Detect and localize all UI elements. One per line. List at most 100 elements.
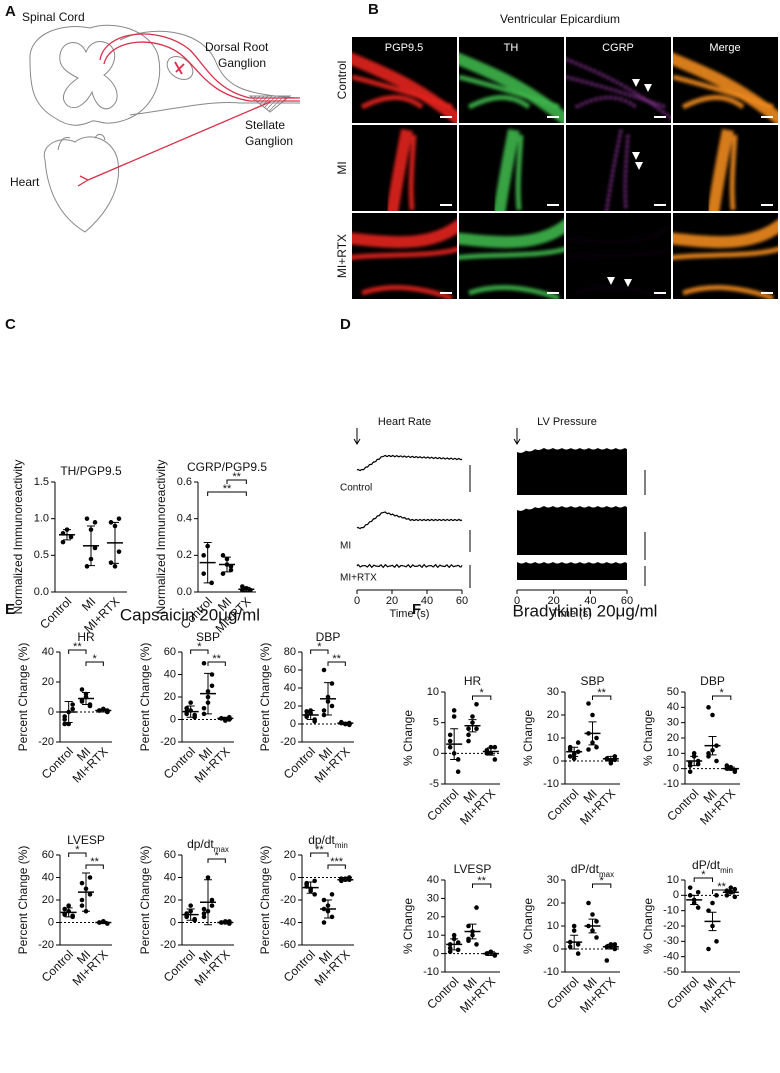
micrograph: [673, 125, 778, 211]
data-point: [590, 712, 595, 718]
data-point: [474, 905, 479, 910]
data-point: [451, 708, 457, 713]
y-tick-label: 10: [427, 929, 439, 941]
category-label: MI+RTX: [192, 744, 233, 785]
y-axis-label: Percent Change (%): [138, 643, 152, 752]
category-label: MI+RTX: [70, 744, 111, 785]
micrograph: CGRP: [566, 37, 671, 123]
y-tick-label: 10: [667, 874, 679, 886]
fibers: [673, 219, 778, 299]
data-point: [209, 903, 215, 908]
significance-label: *: [317, 641, 322, 653]
error-bar: [690, 894, 699, 906]
data-point: [84, 516, 90, 521]
data-point: [447, 732, 453, 738]
fiber: [459, 52, 564, 123]
error-bar: [99, 920, 108, 925]
y-tick-label: 30: [547, 686, 559, 698]
data-point: [474, 942, 479, 947]
data-point: [706, 705, 711, 710]
significance-bracket: [472, 883, 492, 888]
chart-title: LVESP: [454, 862, 492, 876]
y-tick-label: 0: [290, 718, 296, 730]
row-label: MI: [335, 161, 349, 174]
fiber: [468, 285, 560, 299]
y-tick-label: 40: [667, 701, 679, 713]
significance-bracket: [207, 491, 247, 496]
diagram-label: Spinal Cord: [22, 10, 85, 24]
significance-bracket: [693, 877, 713, 882]
error-bar: [468, 923, 477, 940]
fiber: [673, 74, 774, 110]
data-point: [687, 769, 693, 775]
data-point: [116, 549, 122, 554]
diagram-label: Ganglion: [218, 56, 266, 70]
y-tick-label: 40: [284, 682, 296, 694]
data-point: [329, 681, 335, 686]
data-point: [447, 738, 453, 744]
error-bar: [324, 682, 332, 716]
y-axis-label: % Change: [641, 898, 655, 954]
error-bar: [82, 692, 90, 705]
category-label: MI+RTX: [192, 947, 233, 988]
fiber: [467, 95, 531, 110]
significance-bracket: [226, 479, 247, 484]
data-point: [220, 571, 226, 576]
error-bar: [221, 716, 230, 720]
y-tick-label: 80: [284, 646, 296, 658]
panel-letter: A: [5, 3, 16, 20]
micrograph: [459, 213, 564, 299]
significance-label: *: [215, 850, 220, 862]
data-point: [201, 571, 206, 576]
chart-title: dp/dtmin: [308, 833, 348, 849]
hr-trace: [356, 454, 463, 472]
panel-letter: D: [340, 316, 351, 333]
y-tick-label: -20: [280, 736, 296, 748]
micrograph: Merge: [673, 37, 778, 123]
fiber: [361, 285, 453, 299]
significance-label: *: [600, 875, 605, 887]
y-tick-label: -10: [543, 778, 559, 790]
y-tick-label: 10: [547, 732, 559, 744]
error-bar: [606, 943, 615, 950]
y-axis-label: Normalized Immunoreactivity: [11, 460, 25, 615]
error-bar: [82, 872, 90, 912]
fiber: [459, 219, 564, 249]
data-point: [714, 939, 719, 944]
error-bar: [242, 586, 251, 592]
error-bar: [341, 878, 350, 882]
fiber: [493, 128, 520, 211]
x-tick-label: 0: [354, 595, 360, 607]
data-point: [594, 919, 599, 924]
data-point: [312, 719, 317, 724]
trace-title: LV Pressure: [537, 416, 597, 428]
panel-letter: B: [368, 1, 379, 18]
error-bar: [204, 879, 212, 926]
diagram-label: Heart: [10, 175, 40, 189]
diagram-label: Dorsal Root: [205, 40, 269, 54]
y-axis-label: Percent Change (%): [138, 846, 152, 955]
significance-label: ***: [330, 856, 344, 868]
title-text: CGRP/PGP9.5: [187, 460, 267, 474]
error-bar: [99, 708, 108, 713]
data-point: [728, 885, 734, 890]
data-point: [455, 769, 461, 775]
fiber: [623, 134, 630, 211]
column-label: PGP9.5: [385, 42, 424, 54]
significance-bracket: [190, 649, 209, 654]
y-tick-label: 30: [547, 874, 559, 886]
error-bar: [221, 920, 230, 925]
fiber: [605, 129, 623, 211]
fiber: [352, 246, 457, 260]
y-tick-label: 20: [427, 911, 439, 923]
y-tick-label: 10: [547, 920, 559, 932]
title-text: DBP: [700, 674, 725, 688]
data-point: [714, 758, 719, 764]
arrowhead: [624, 279, 632, 287]
y-tick-label: 0.4: [177, 513, 192, 525]
data-point: [184, 705, 189, 711]
data-point: [466, 938, 471, 944]
category-label: Control: [544, 786, 581, 823]
data-point: [710, 900, 715, 906]
y-tick-label: 60: [164, 849, 176, 861]
